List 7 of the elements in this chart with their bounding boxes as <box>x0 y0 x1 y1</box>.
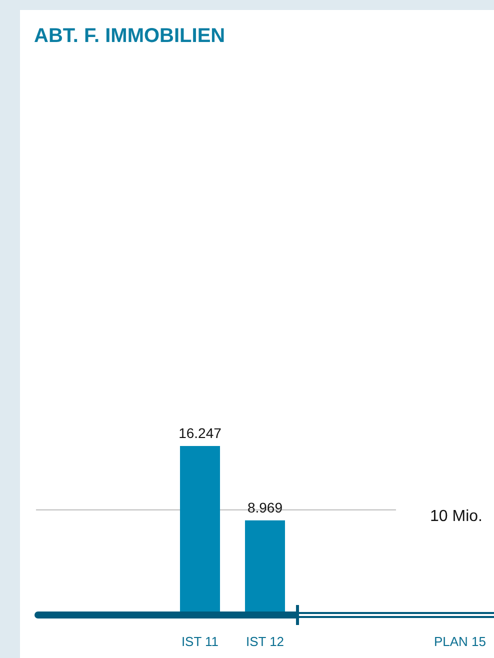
chart-title: ABT. F. IMMOBILIEN <box>34 25 226 47</box>
data-label: 16.247 <box>178 425 222 441</box>
data-label: 8.969 <box>247 499 283 516</box>
x-tick-label: IST 11 <box>181 634 219 649</box>
x-tick-label: IST 12 <box>246 634 284 649</box>
x-tick-label: PLAN 15 <box>434 634 486 649</box>
ref-line-label: 10 Mio. <box>430 508 482 525</box>
